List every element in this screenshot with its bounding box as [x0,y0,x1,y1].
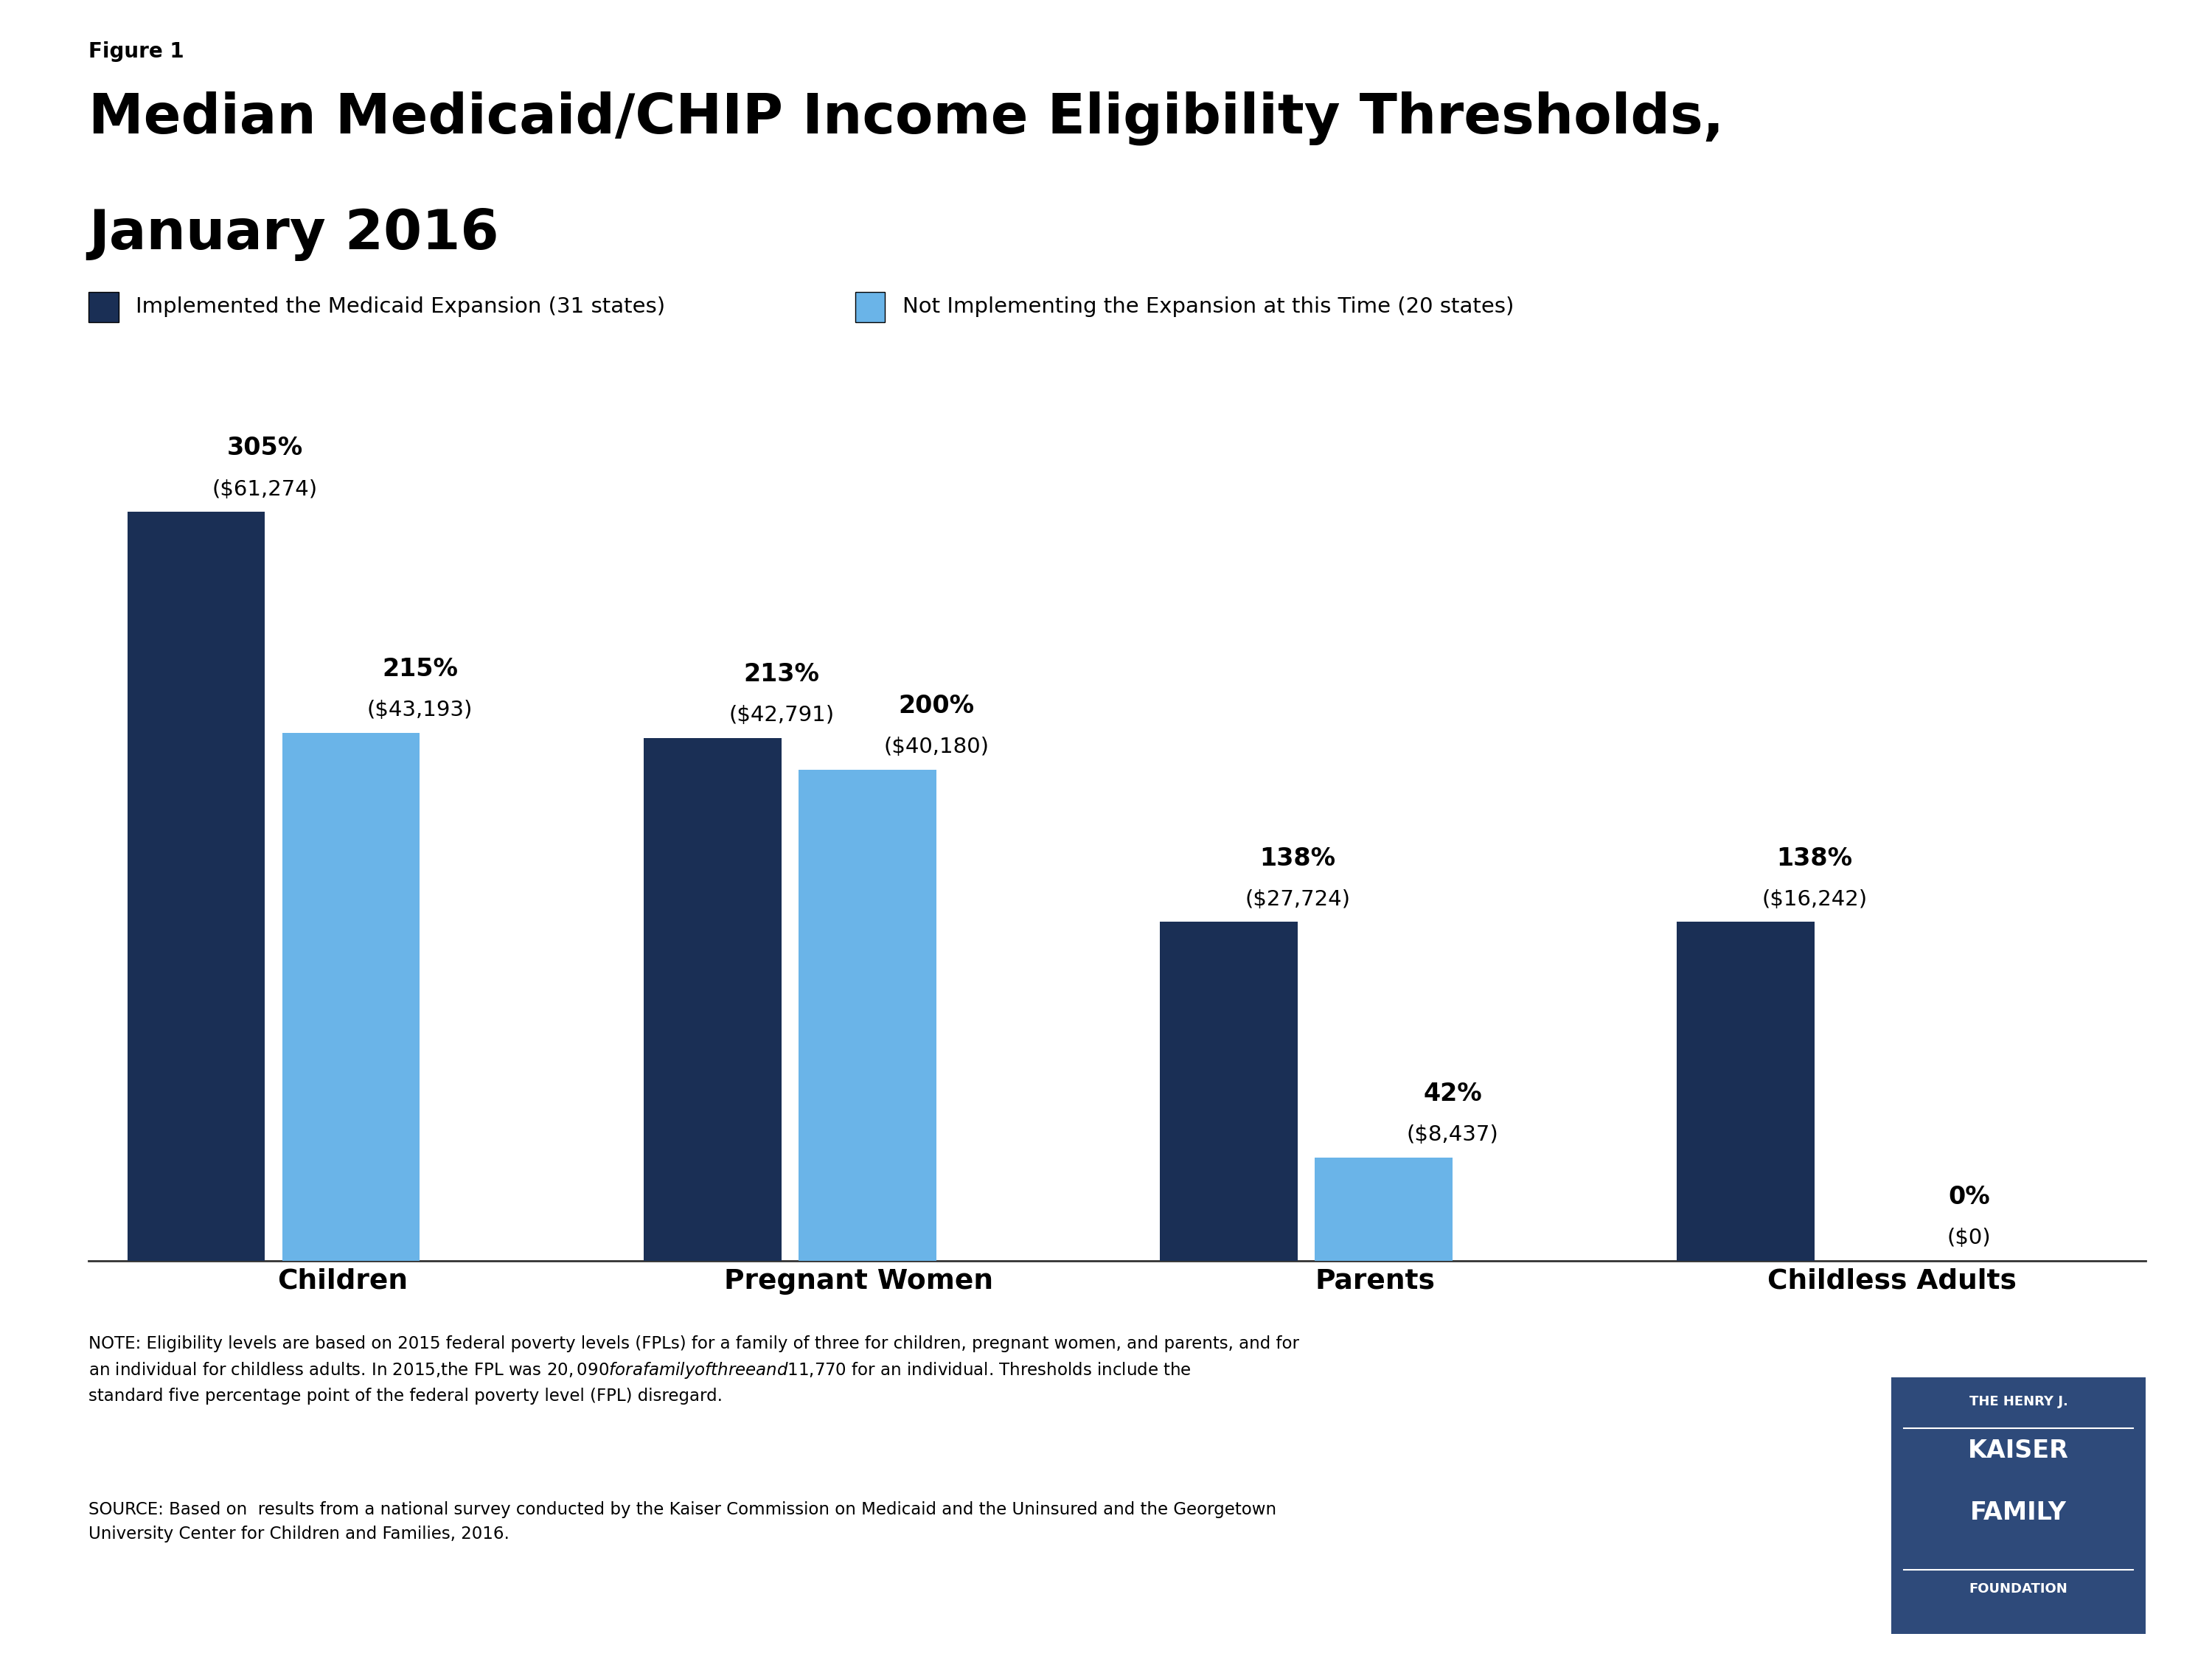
Text: ($0): ($0) [1947,1228,1991,1249]
Bar [283,733,420,1261]
Bar [1314,1158,1453,1261]
Text: ($27,724): ($27,724) [1245,889,1352,909]
Text: Implemented the Medicaid Expansion (31 states): Implemented the Medicaid Expansion (31 s… [137,297,666,317]
Text: NOTE: Eligibility levels are based on 2015 federal poverty levels (FPLs) for a f: NOTE: Eligibility levels are based on 20… [88,1335,1298,1405]
Text: Median Medicaid/CHIP Income Eligibility Thresholds,: Median Medicaid/CHIP Income Eligibility … [88,91,1723,146]
Text: Not Implementing the Expansion at this Time (20 states): Not Implementing the Expansion at this T… [902,297,1513,317]
Text: 215%: 215% [383,657,458,682]
Bar [1677,922,1814,1261]
Text: 213%: 213% [743,662,818,687]
Text: THE HENRY J.: THE HENRY J. [1969,1395,2068,1408]
Text: January 2016: January 2016 [88,207,500,260]
Text: ($8,437): ($8,437) [1407,1125,1500,1145]
Text: FOUNDATION: FOUNDATION [1969,1583,2068,1596]
Bar [799,770,936,1261]
Text: 305%: 305% [228,436,303,461]
Text: ($42,791): ($42,791) [728,705,834,725]
Bar [128,513,265,1261]
Text: ($40,180): ($40,180) [883,737,989,758]
Text: ($61,274): ($61,274) [212,479,319,499]
Bar [1159,922,1298,1261]
Text: 138%: 138% [1776,846,1851,871]
Text: 138%: 138% [1261,846,1336,871]
Text: 0%: 0% [1949,1185,1991,1209]
Bar [644,738,781,1261]
Text: ($16,242): ($16,242) [1761,889,1867,909]
Text: Figure 1: Figure 1 [88,41,184,61]
Text: KAISER: KAISER [1969,1438,2068,1463]
Text: FAMILY: FAMILY [1971,1500,2066,1525]
Text: 42%: 42% [1422,1082,1482,1107]
Text: 200%: 200% [898,693,973,718]
Text: ($43,193): ($43,193) [367,700,473,720]
Text: SOURCE: Based on  results from a national survey conducted by the Kaiser Commiss: SOURCE: Based on results from a national… [88,1501,1276,1543]
